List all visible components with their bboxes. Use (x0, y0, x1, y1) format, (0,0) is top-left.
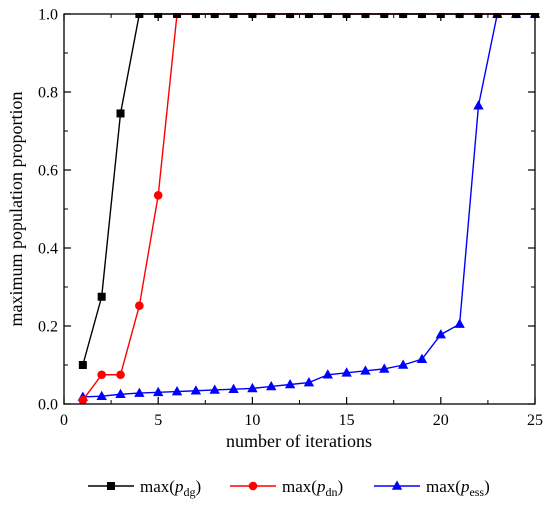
data-point (493, 13, 502, 18)
data-point (361, 13, 370, 18)
legend-marker (248, 481, 258, 491)
x-tick-label: 0 (60, 412, 68, 429)
legend-marker (391, 480, 403, 490)
data-point (153, 191, 163, 200)
data-point (435, 329, 446, 339)
series-line (82, 13, 535, 366)
data-point (116, 109, 125, 118)
data-point (247, 382, 258, 393)
y-tick-label: 0.6 (38, 163, 58, 180)
data-point (190, 385, 202, 395)
data-point (209, 384, 220, 394)
data-point (304, 13, 313, 18)
data-point (191, 13, 200, 18)
x-tick-label: 20 (433, 412, 449, 429)
data-point (153, 386, 164, 397)
legend-label: max(pdn) (282, 477, 343, 499)
data-point (115, 388, 126, 399)
data-point (397, 359, 409, 369)
data-point (97, 370, 106, 380)
legend-label: max(pdg) (140, 477, 201, 499)
plot-frame (63, 13, 536, 405)
y-tick-label: 0.2 (38, 319, 58, 336)
data-point (454, 318, 465, 328)
data-point (135, 301, 144, 311)
data-point (417, 13, 426, 18)
y-axis-title: maximum population proportion (6, 92, 26, 327)
data-point (455, 13, 464, 18)
data-point (399, 13, 408, 18)
data-point (229, 13, 238, 18)
data-point (78, 395, 88, 405)
series-line (82, 13, 535, 398)
data-point (228, 383, 239, 393)
data-point (341, 367, 352, 377)
data-point (78, 361, 87, 369)
data-point (512, 13, 521, 18)
data-point (286, 13, 295, 18)
legend-marker (107, 482, 115, 490)
y-tick-label: 0.4 (38, 241, 58, 258)
data-point (173, 13, 182, 18)
data-point (360, 365, 371, 375)
data-point (135, 13, 144, 18)
y-tick-label: 0.0 (38, 397, 58, 414)
data-point (303, 377, 315, 387)
data-point (266, 380, 277, 391)
y-tick-label: 1.0 (38, 7, 58, 24)
legend-item-square: max(pdg) (88, 477, 201, 499)
data-point (171, 386, 183, 396)
data-point (134, 387, 145, 397)
series-triangle (77, 13, 541, 401)
x-axis-title: number of iterations (226, 431, 372, 451)
legend-item-triangle: max(pess) (374, 477, 490, 499)
data-point (474, 13, 483, 18)
axes: 0 5 10 15 20 25 0.0 0.2 0.4 0.6 0.8 1.0 (38, 7, 543, 430)
x-tick-label: 25 (527, 412, 543, 429)
data-point (267, 13, 276, 18)
data-point (97, 292, 106, 301)
legend: max(pdg) max(pdn) max(pess) (88, 477, 490, 499)
x-tick-label: 15 (339, 412, 355, 429)
series-line (82, 13, 535, 401)
legend-label: max(pess) (426, 477, 490, 499)
x-tick-label: 5 (154, 412, 162, 429)
data-point (96, 390, 107, 400)
data-point (473, 100, 484, 110)
data-point (284, 379, 296, 389)
data-point (323, 13, 332, 18)
data-point (116, 370, 125, 380)
data-point (380, 13, 389, 18)
data-point (210, 13, 219, 18)
data-point (379, 363, 390, 373)
data-point (322, 369, 333, 379)
series-square (78, 13, 539, 369)
plot-area (77, 13, 541, 405)
data-point (416, 353, 428, 363)
x-tick-label: 10 (244, 412, 260, 429)
y-tick-label: 0.8 (38, 85, 58, 102)
legend-item-circle: max(pdn) (230, 477, 343, 499)
